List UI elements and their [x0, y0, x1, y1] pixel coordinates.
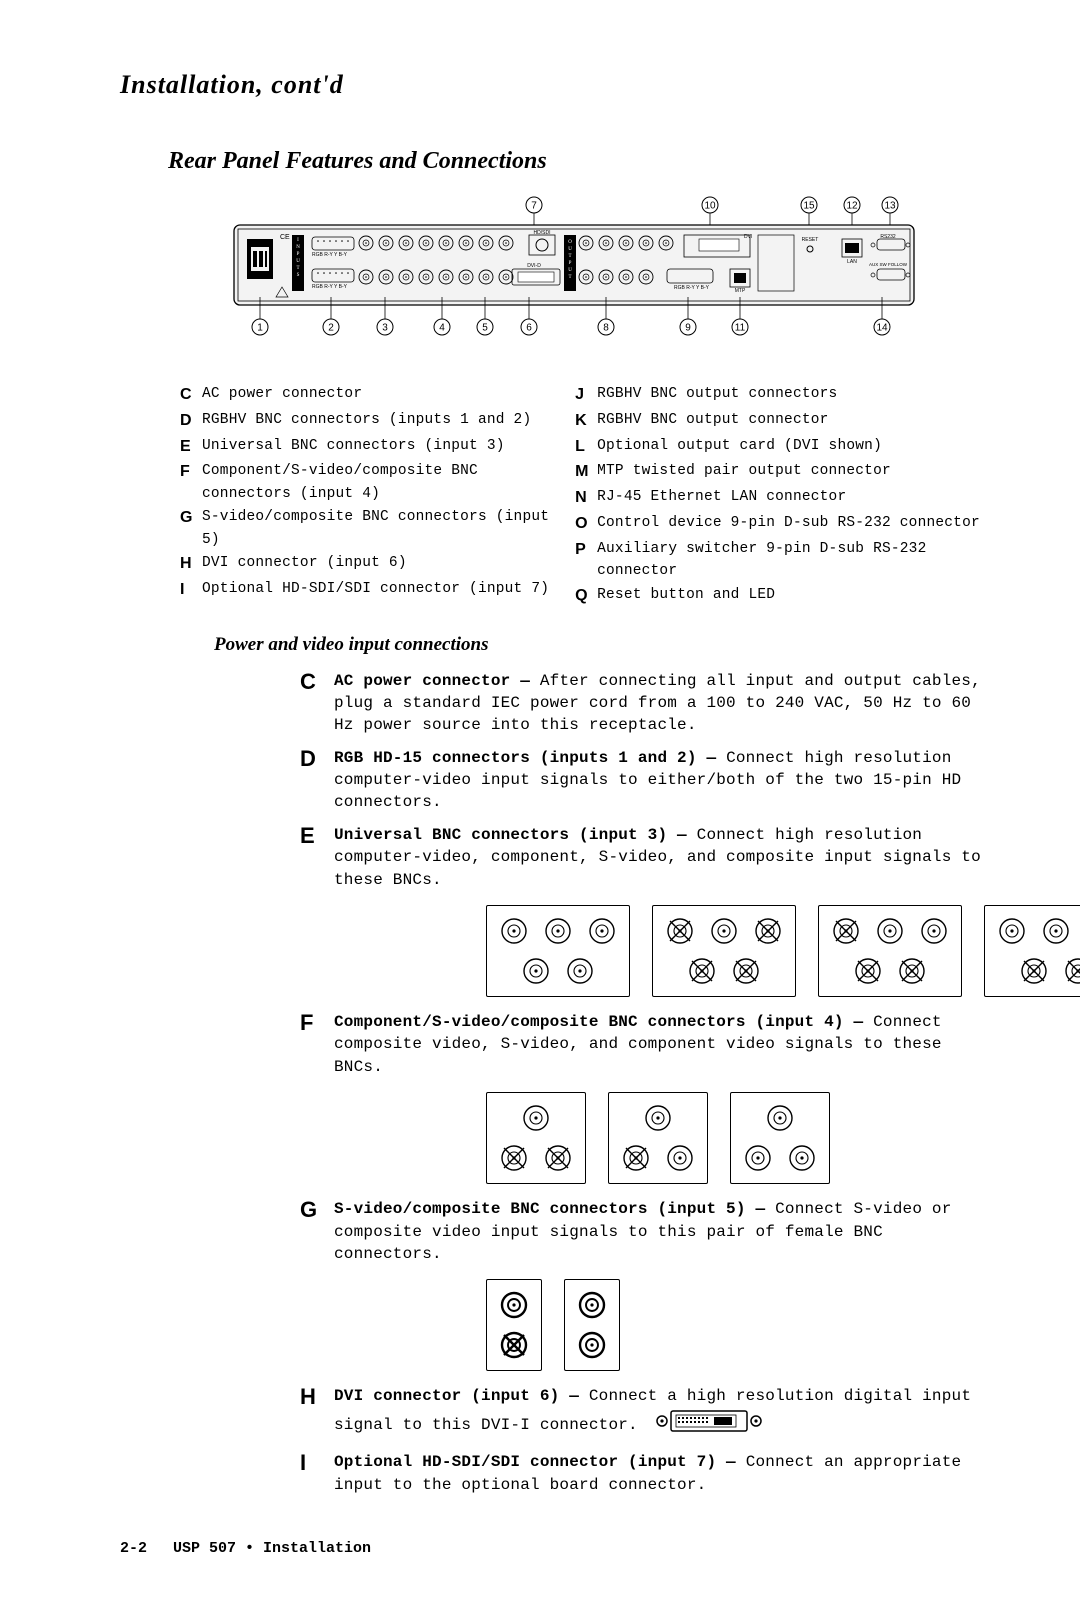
figure-input3-configs [486, 905, 990, 997]
item-c: C AC power connector — After connecting … [300, 670, 990, 737]
callout-legend: CAC power connectorDRGBHV BNC connectors… [180, 383, 990, 610]
svg-text:O: O [568, 240, 572, 245]
svg-text:7: 7 [531, 201, 537, 212]
svg-text:T: T [296, 266, 299, 271]
item-d: D RGB HD-15 connectors (inputs 1 and 2) … [300, 747, 990, 814]
svg-text:RESET: RESET [802, 237, 819, 243]
svg-text:DVI-D: DVI-D [527, 263, 541, 269]
svg-text:1: 1 [257, 323, 263, 334]
svg-text:DVI: DVI [744, 234, 752, 240]
svg-text:11: 11 [735, 323, 746, 334]
svg-text:P: P [297, 252, 300, 257]
svg-text:12: 12 [846, 201, 858, 212]
figure-input5-configs [486, 1279, 990, 1371]
item-i: I Optional HD-SDI/SDI connector (input 7… [300, 1451, 990, 1496]
rear-panel-diagram: 710151213 CE I N P U T S RGB R-Y Y B-Y R… [134, 191, 990, 361]
svg-text:T: T [568, 254, 571, 259]
svg-text:8: 8 [603, 323, 609, 334]
connection-descriptions: C AC power connector — After connecting … [300, 670, 990, 1496]
item-g: G S-video/composite BNC connectors (inpu… [300, 1198, 990, 1265]
svg-text:S: S [297, 273, 300, 278]
svg-text:4: 4 [439, 323, 445, 334]
svg-text:3: 3 [382, 323, 388, 334]
svg-text:HD/SDI: HD/SDI [534, 230, 551, 236]
svg-text:RGB R-Y Y B-Y: RGB R-Y Y B-Y [674, 285, 710, 291]
subsection-title: Power and video input connections [214, 634, 990, 656]
svg-text:CE: CE [280, 234, 290, 241]
chapter-heading: Installation, cont'd [120, 70, 990, 100]
svg-text:N: N [296, 245, 300, 250]
svg-text:LAN: LAN [847, 259, 857, 265]
svg-text:10: 10 [704, 201, 716, 212]
svg-text:RGB R-Y Y B-Y: RGB R-Y Y B-Y [312, 284, 348, 290]
svg-text:RGB R-Y Y B-Y: RGB R-Y Y B-Y [312, 252, 348, 258]
svg-text:U: U [568, 247, 572, 252]
svg-text:6: 6 [526, 323, 532, 334]
svg-text:P: P [569, 261, 572, 266]
dvi-connector-icon [654, 1408, 764, 1441]
svg-text:5: 5 [482, 323, 488, 334]
svg-text:U: U [296, 259, 300, 264]
svg-text:14: 14 [876, 323, 888, 334]
figure-input4-configs [486, 1092, 990, 1184]
svg-text:MTP: MTP [735, 288, 746, 294]
svg-text:9: 9 [685, 323, 691, 334]
svg-text:2: 2 [328, 323, 334, 334]
item-h: H DVI connector (input 6) — Connect a hi… [300, 1385, 990, 1441]
svg-text:15: 15 [803, 201, 815, 212]
item-f: F Component/S-video/composite BNC connec… [300, 1011, 990, 1078]
svg-text:AUX SW FOLLOW: AUX SW FOLLOW [869, 262, 908, 267]
item-e: E Universal BNC connectors (input 3) — C… [300, 824, 990, 891]
svg-text:13: 13 [884, 201, 896, 212]
svg-text:T: T [568, 275, 571, 280]
page-footer: 2-2USP 507 • Installation [120, 1540, 990, 1557]
section-title: Rear Panel Features and Connections [168, 148, 990, 175]
svg-text:U: U [568, 268, 572, 273]
